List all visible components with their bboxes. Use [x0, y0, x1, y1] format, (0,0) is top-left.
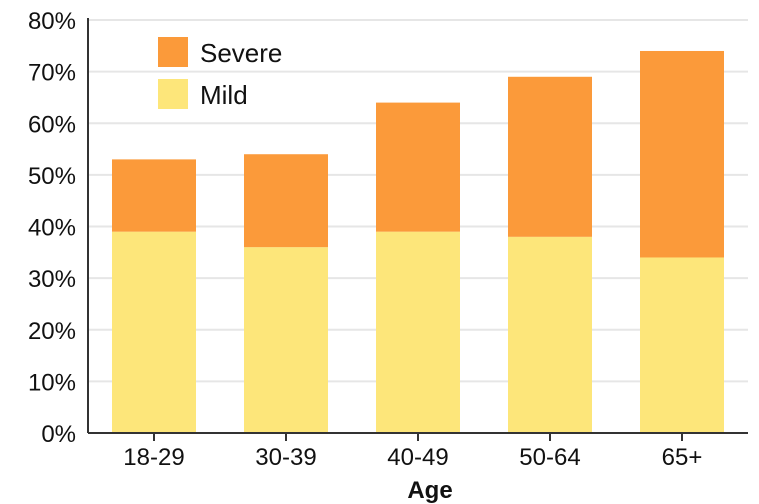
y-tick-label: 20% [28, 318, 76, 345]
bar-mild-18-29 [112, 231, 196, 433]
y-tick-label: 30% [28, 266, 76, 293]
bar-mild-65plus [640, 257, 724, 433]
y-tick-label: 50% [28, 163, 76, 190]
y-tick-label: 0% [41, 421, 76, 448]
bar-severe-50-64 [508, 76, 592, 237]
x-tick-label: 50-64 [519, 444, 580, 471]
bar-severe-18-29 [112, 159, 196, 232]
y-tick-label: 60% [28, 111, 76, 138]
y-tick-labels: 0% 10% 20% 30% 40% 50% 60% 70% 80% [28, 8, 76, 448]
x-tick-labels: 18-29 30-39 40-49 50-64 65+ [123, 444, 702, 471]
legend-label-mild: Mild [200, 80, 248, 110]
bar-severe-30-39 [244, 154, 328, 248]
axes [87, 18, 748, 441]
legend: Severe Mild [158, 37, 282, 110]
y-tick-label: 70% [28, 60, 76, 87]
y-tick-label: 40% [28, 215, 76, 242]
bar-mild-50-64 [508, 236, 592, 433]
bars [112, 50, 724, 433]
legend-swatch-severe [158, 37, 188, 67]
bar-severe-65plus [640, 50, 724, 258]
y-tick-label: 10% [28, 369, 76, 396]
legend-label-severe: Severe [200, 38, 282, 68]
bar-severe-40-49 [376, 102, 460, 232]
bar-mild-40-49 [376, 231, 460, 433]
legend-swatch-mild [158, 79, 188, 109]
x-tick-label: 18-29 [123, 444, 184, 471]
bar-mild-30-39 [244, 247, 328, 433]
x-tick-label: 30-39 [255, 444, 316, 471]
x-axis-title: Age [407, 477, 452, 504]
x-tick-label: 65+ [662, 444, 703, 471]
y-tick-label: 80% [28, 8, 76, 35]
x-tick-label: 40-49 [387, 444, 448, 471]
